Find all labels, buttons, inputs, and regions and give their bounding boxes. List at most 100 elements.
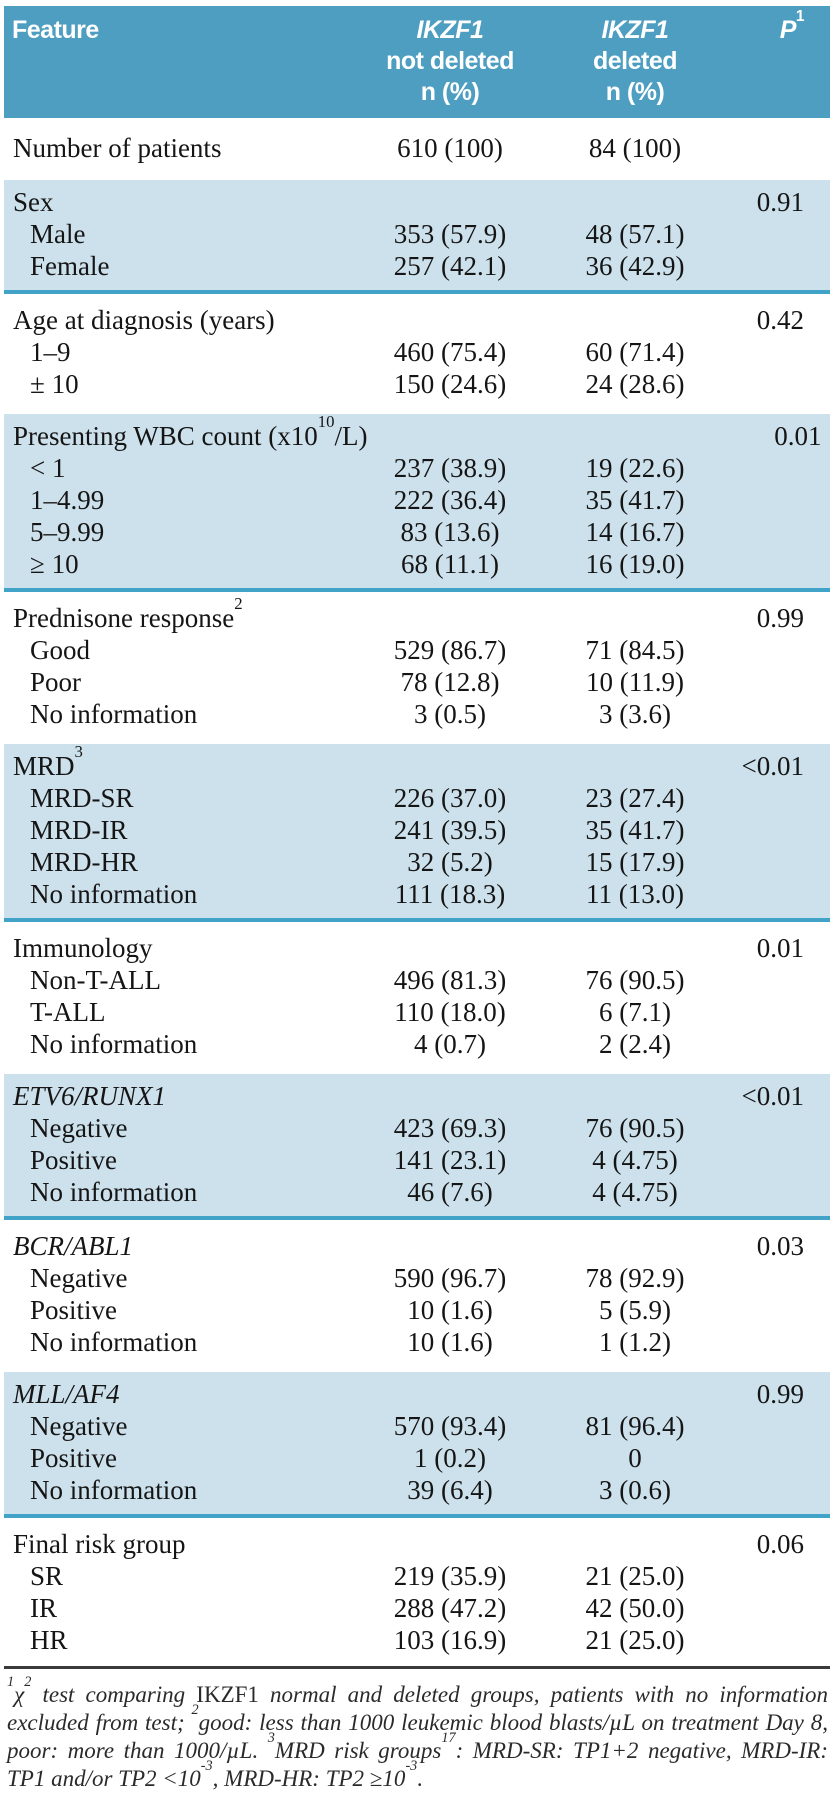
p-value-cell [720,1560,830,1592]
table-row: MRD-IR 241 (39.5) 35 (41.7) [4,814,830,846]
value-cell-not-deleted: 39 (6.4) [407,1475,493,1505]
value-cell-deleted: 6 (7.1) [599,997,671,1027]
feature-cell: MRD3 [13,741,83,781]
section-header-row: Immunology 0.01 [4,932,830,964]
value-cell-not-deleted: 68 (11.1) [401,549,499,579]
feature-cell: IR [30,1593,57,1623]
feature-cell: Presenting WBC count (x1010/L) [13,411,368,451]
table-row: IR 288 (47.2) 42 (50.0) [4,1592,830,1624]
gene-name-ikzf1: IKZF1 [416,16,484,44]
value-cell-deleted: 19 (22.6) [585,453,685,483]
table-row: No information 46 (7.6) 4 (4.75) [4,1176,830,1208]
value-cell-deleted: 23 (27.4) [585,783,685,813]
table-row: No information 10 (1.6) 1 (1.2) [4,1326,830,1358]
section-sex: Sex 0.91 Male 353 (57.9) 48 (57.1) Female 257 … [4,180,830,294]
value-cell-deleted [550,750,720,782]
section-header-row: Sex 0.91 [4,186,830,218]
section-number-of-patients: Number of patients 610 (100) 84 (100) [4,118,830,180]
p-value-cell [720,1442,830,1474]
value-cell-deleted: 71 (84.5) [585,635,685,665]
value-cell-deleted: 42 (50.0) [585,1593,685,1623]
table-row: Female 257 (42.1) 36 (42.9) [4,250,830,282]
feature-cell: MRD-IR [30,815,128,845]
p-value-cell [720,250,830,282]
table-row: SR 219 (35.9) 21 (25.0) [4,1560,830,1592]
table-row: Negative 423 (69.3) 76 (90.5) [4,1112,830,1144]
feature-cell: Good [30,635,90,665]
p-value-cell [720,1624,830,1656]
feature-cell: < 1 [30,453,66,483]
header-not-deleted-line2: not deleted [386,47,514,75]
value-cell-deleted: 3 (3.6) [599,699,671,729]
value-cell-deleted: 5 (5.9) [599,1295,671,1325]
p-value-cell [720,516,830,548]
value-cell-deleted: 21 (25.0) [585,1625,685,1655]
feature-cell: No information [30,879,198,909]
section-age-at-diagnosis: Age at diagnosis (years) 0.42 1–9 460 (75.4… [4,294,830,414]
feature-cell: T-ALL [30,997,106,1027]
feature-cell: Female [30,251,110,281]
value-cell-not-deleted: 237 (38.9) [393,453,507,483]
value-cell-not-deleted: 111 (18.3) [394,879,506,909]
p-value-cell: <0.01 [741,1081,804,1111]
feature-cell: Sex [13,187,54,217]
feature-cell: Prednisone response2 [13,593,243,633]
gene-name: IKZF1 [196,1682,259,1707]
header-feature-label: Feature [12,16,99,44]
value-cell-not-deleted: 141 (23.1) [393,1145,507,1175]
header-not-deleted-line3: n (%) [420,78,480,106]
value-cell-not-deleted: 529 (86.7) [393,635,507,665]
section-final-risk-group: Final risk group 0.06 SR 219 (35.9) 21 (25.0… [4,1518,830,1666]
table-row: Positive 1 (0.2) 0 [4,1442,830,1474]
value-cell-not-deleted: 226 (37.0) [393,783,507,813]
p-value-cell [720,1176,830,1208]
feature-cell: Negative [30,1263,128,1293]
value-cell-not-deleted: 288 (47.2) [393,1593,507,1623]
p-value-cell [720,1326,830,1358]
value-cell-deleted [567,420,737,452]
footnote: 1χ2 test comparing IKZF1 normal and dele… [4,1666,830,1793]
feature-cell: 1–4.99 [30,485,105,515]
p-value-cell [720,1592,830,1624]
value-cell-not-deleted: 110 (18.0) [394,997,506,1027]
value-cell-not-deleted [350,602,550,634]
superscript: 1 [7,1674,15,1691]
p-value-cell: 0.91 [756,187,804,217]
feature-cell: Male [30,219,86,249]
section-prednisone-response: Prednisone response2 0.99 Good 529 (86.7) 71… [4,592,830,744]
p-value-cell [720,132,830,164]
table-row: T-ALL 110 (18.0) 6 (7.1) [4,996,830,1028]
value-cell-deleted [550,932,720,964]
feature-cell: MRD-SR [30,783,134,813]
value-cell-deleted: 15 (17.9) [585,847,685,877]
p-value-cell [720,1112,830,1144]
section-etv6-runx1: ETV6/RUNX1 <0.01 Negative 423 (69.3) 76 (90.… [4,1074,830,1220]
value-cell-not-deleted [350,1080,550,1112]
feature-cell: BCR/ABL1 [13,1231,133,1261]
table-row: < 1 237 (38.9) 19 (22.6) [4,452,830,484]
feature-cell: Negative [30,1113,128,1143]
superscript: -3 [200,1758,213,1775]
section-header-row: MRD3 <0.01 [4,741,830,782]
p-value-cell [720,666,830,698]
table-row: No information 39 (6.4) 3 (0.6) [4,1474,830,1506]
value-cell-not-deleted: 241 (39.5) [393,815,507,845]
header-deleted-line2: deleted [592,47,678,75]
feature-cell: Negative [30,1411,128,1441]
header-p-value: P1 [779,7,805,44]
value-cell-deleted: 84 (100) [588,133,682,163]
section-header-row: Prednisone response2 0.99 [4,593,830,634]
value-cell-deleted: 2 (2.4) [599,1029,671,1059]
table-row: Good 529 (86.7) 71 (84.5) [4,634,830,666]
table-row: 1–4.99 222 (36.4) 35 (41.7) [4,484,830,516]
p-value-cell [720,1294,830,1326]
section-mrd: MRD3 <0.01 MRD-SR 226 (37.0) 23 (27.4) MRD-IR… [4,741,830,922]
table-row: ± 10 150 (24.6) 24 (28.6) [4,368,830,400]
p-value-cell [720,336,830,368]
value-cell-deleted: 4 (4.75) [592,1145,678,1175]
value-cell-deleted [550,1080,720,1112]
p-value-cell: 0.42 [756,305,804,335]
table-row: No information 3 (0.5) 3 (3.6) [4,698,830,730]
p-value-cell [720,1028,830,1060]
p-value-cell [720,1474,830,1506]
